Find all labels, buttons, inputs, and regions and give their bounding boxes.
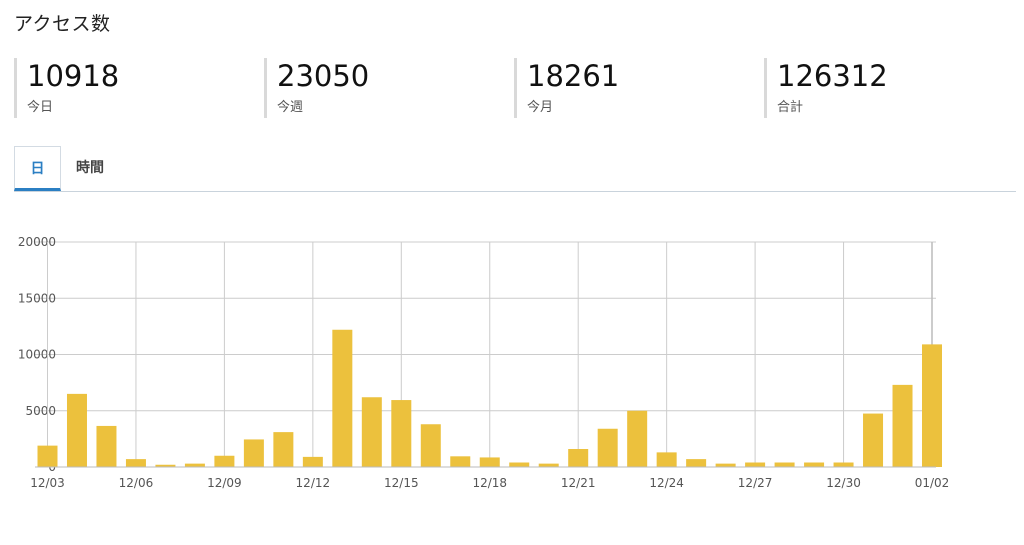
bar-12/11 [273, 432, 294, 467]
bar-12/26 [715, 463, 736, 467]
x-tick-label: 12/27 [738, 476, 773, 490]
stat-month-label: 今月 [527, 100, 554, 115]
x-tick-label: 12/06 [119, 476, 154, 490]
x-tick-label: 01/02 [915, 476, 950, 490]
bar-12/03 [37, 445, 58, 467]
x-tick-label: 12/24 [649, 476, 684, 490]
x-tick-label: 12/12 [296, 476, 331, 490]
y-tick-label: 20000 [18, 235, 56, 249]
bar-12/23 [627, 410, 648, 467]
bar-12/06 [125, 459, 146, 467]
bar-12/15 [391, 400, 412, 467]
period-tabs: 日 時間 [14, 146, 1016, 192]
stat-week-value: 23050 [277, 59, 370, 93]
x-tick-label: 12/09 [207, 476, 242, 490]
x-tick-label: 12/30 [826, 476, 861, 490]
y-tick-label: 10000 [18, 348, 56, 362]
bar-12/21 [568, 449, 589, 467]
tab-day[interactable]: 日 [14, 146, 61, 191]
stat-week-label: 今週 [277, 100, 304, 115]
bar-12/18 [479, 457, 500, 467]
stat-today-label: 今日 [27, 100, 54, 115]
bar-12/09 [214, 455, 235, 467]
stat-month: 18261 今月 [514, 58, 764, 118]
bar-12/30 [833, 462, 854, 467]
bar-12/27 [745, 462, 766, 467]
bar-12/20 [538, 463, 559, 467]
bar-12/08 [184, 463, 205, 467]
bar-12/13 [332, 329, 353, 467]
x-tick-label: 12/18 [472, 476, 507, 490]
bar-12/29 [804, 462, 825, 467]
access-bar-chart: 0500010000150002000012/0312/0612/0912/12… [18, 235, 950, 490]
y-tick-label: 5000 [25, 404, 56, 418]
bar-12/22 [597, 428, 618, 467]
bar-12/05 [96, 425, 117, 467]
bar-12/04 [66, 393, 87, 467]
bar-01/02 [922, 344, 942, 467]
y-tick-label: 15000 [18, 291, 56, 305]
stat-week: 23050 今週 [264, 58, 514, 118]
bar-12/17 [450, 456, 471, 467]
stat-today-value: 10918 [27, 59, 120, 93]
bar-12/28 [774, 462, 795, 467]
x-tick-label: 12/15 [384, 476, 419, 490]
stat-today: 10918 今日 [14, 58, 264, 118]
bar-12/12 [302, 456, 323, 467]
bar-12/31 [863, 413, 884, 467]
bar-12/24 [656, 452, 677, 467]
bar-12/07 [155, 464, 176, 467]
bar-12/25 [686, 459, 707, 467]
bar-12/16 [420, 424, 441, 467]
stat-total-value: 126312 [777, 59, 888, 93]
bar-12/10 [243, 439, 264, 467]
bar-12/19 [509, 462, 530, 467]
stat-total: 126312 合計 [764, 58, 1014, 118]
stat-total-label: 合計 [777, 100, 804, 115]
bar-01/01 [892, 384, 913, 467]
page-title: アクセス数 [14, 13, 111, 35]
tab-hour[interactable]: 時間 [76, 160, 104, 176]
x-tick-label: 12/21 [561, 476, 596, 490]
bar-12/14 [361, 397, 382, 467]
x-tick-label: 12/03 [30, 476, 65, 490]
stat-month-value: 18261 [527, 59, 620, 93]
